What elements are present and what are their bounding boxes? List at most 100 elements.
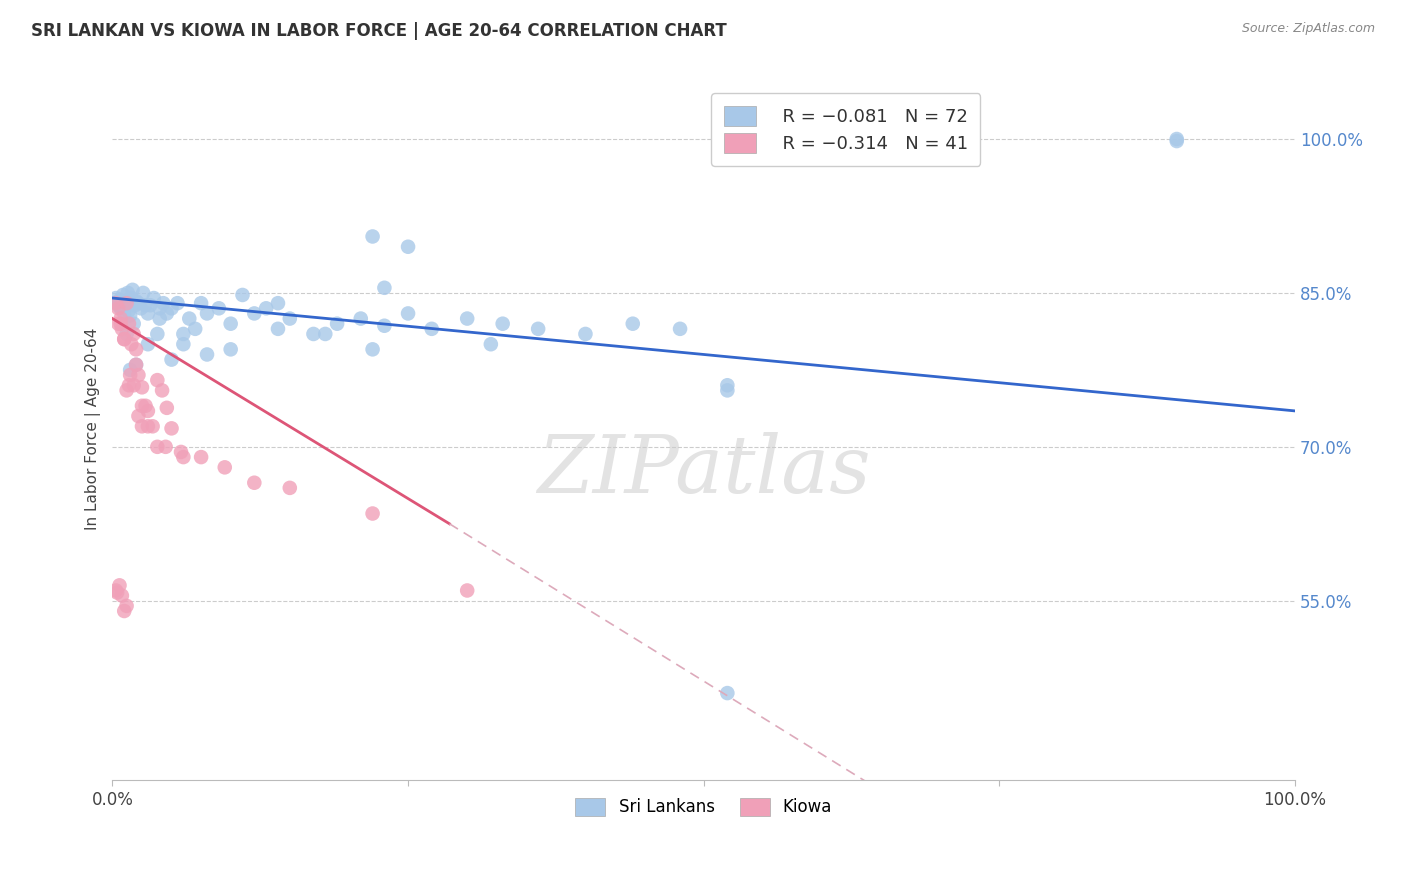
Point xyxy=(574,326,596,341)
Y-axis label: In Labor Force | Age 20-64: In Labor Force | Age 20-64 xyxy=(86,327,101,530)
Point xyxy=(166,296,188,310)
Point xyxy=(160,301,183,316)
Point xyxy=(267,296,290,310)
Point xyxy=(278,481,301,495)
Point xyxy=(136,306,159,320)
Point xyxy=(104,583,127,598)
Point xyxy=(125,343,148,357)
Point xyxy=(716,384,738,398)
Point xyxy=(172,450,194,464)
Point xyxy=(156,306,179,320)
Point xyxy=(160,352,183,367)
Point xyxy=(127,296,149,310)
Point xyxy=(179,311,201,326)
Point xyxy=(122,378,145,392)
Point xyxy=(136,404,159,418)
Point xyxy=(125,358,148,372)
Point xyxy=(112,306,135,320)
Point xyxy=(219,343,242,357)
Point xyxy=(111,589,134,603)
Point xyxy=(122,326,145,341)
Point xyxy=(108,578,131,592)
Point xyxy=(108,293,131,307)
Point xyxy=(107,301,129,316)
Point xyxy=(107,298,129,312)
Point xyxy=(361,229,384,244)
Point xyxy=(115,295,138,310)
Point xyxy=(231,288,253,302)
Point xyxy=(104,291,127,305)
Point xyxy=(112,604,135,618)
Point xyxy=(105,585,128,599)
Point xyxy=(396,240,419,254)
Point xyxy=(118,378,141,392)
Point xyxy=(214,460,236,475)
Point xyxy=(172,326,194,341)
Point xyxy=(172,337,194,351)
Point xyxy=(267,322,290,336)
Point xyxy=(136,337,159,351)
Point xyxy=(326,317,349,331)
Point xyxy=(314,326,336,341)
Point xyxy=(131,380,153,394)
Point xyxy=(156,401,179,415)
Point xyxy=(142,419,165,434)
Point xyxy=(373,281,395,295)
Point xyxy=(1166,132,1188,146)
Point xyxy=(243,306,266,320)
Point xyxy=(127,409,149,423)
Point xyxy=(243,475,266,490)
Point xyxy=(160,421,183,435)
Point xyxy=(361,343,384,357)
Point xyxy=(1166,134,1188,148)
Point xyxy=(111,294,134,309)
Point xyxy=(120,337,142,351)
Text: ZIPatlas: ZIPatlas xyxy=(537,433,870,510)
Point xyxy=(456,311,478,326)
Point xyxy=(278,311,301,326)
Text: SRI LANKAN VS KIOWA IN LABOR FORCE | AGE 20-64 CORRELATION CHART: SRI LANKAN VS KIOWA IN LABOR FORCE | AGE… xyxy=(31,22,727,40)
Point xyxy=(127,368,149,382)
Point xyxy=(125,358,148,372)
Point xyxy=(716,686,738,700)
Point xyxy=(135,399,157,413)
Point xyxy=(146,326,169,341)
Point xyxy=(117,285,139,300)
Point xyxy=(195,347,218,361)
Point xyxy=(115,326,138,341)
Point xyxy=(184,322,207,336)
Point xyxy=(112,332,135,346)
Point xyxy=(373,318,395,333)
Point xyxy=(149,301,172,316)
Point xyxy=(155,440,177,454)
Point xyxy=(112,332,135,346)
Point xyxy=(135,298,157,312)
Point xyxy=(621,317,644,331)
Point xyxy=(115,384,138,398)
Point xyxy=(120,363,142,377)
Point xyxy=(132,285,155,300)
Point xyxy=(190,296,212,310)
Point xyxy=(420,322,443,336)
Point xyxy=(125,294,148,309)
Point xyxy=(114,299,136,313)
Point xyxy=(115,599,138,613)
Point xyxy=(146,440,169,454)
Point xyxy=(302,326,325,341)
Point xyxy=(208,301,231,316)
Point xyxy=(105,296,128,310)
Point xyxy=(110,311,132,326)
Point xyxy=(115,296,138,310)
Point xyxy=(492,317,515,331)
Point xyxy=(195,306,218,320)
Point xyxy=(118,303,141,318)
Point xyxy=(118,317,141,331)
Point xyxy=(120,309,142,323)
Point xyxy=(112,288,135,302)
Legend: Sri Lankans, Kiowa: Sri Lankans, Kiowa xyxy=(567,789,841,825)
Point xyxy=(122,317,145,331)
Point xyxy=(131,419,153,434)
Point xyxy=(361,507,384,521)
Point xyxy=(669,322,692,336)
Point xyxy=(396,306,419,320)
